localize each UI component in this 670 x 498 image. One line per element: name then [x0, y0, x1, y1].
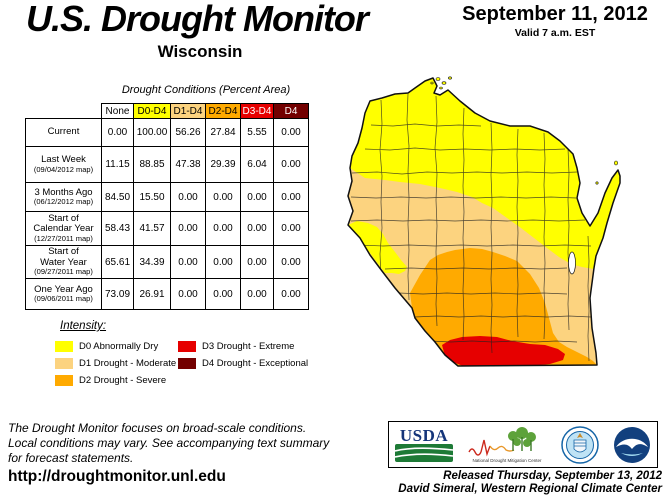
col-header-d0d4: D0-D4: [133, 103, 171, 119]
cell-value: 56.26: [170, 118, 206, 147]
wisconsin-map-svg: [347, 76, 621, 367]
cell-value: 88.85: [133, 146, 171, 183]
drought-conditions-table: None D0-D4 D1-D4 D2-D4 D3-D4 D4 Current …: [25, 103, 309, 310]
cell-value: 0.00: [273, 245, 309, 279]
ndmc-logo: National Drought Mitigation Center: [467, 426, 547, 463]
drought-monitor-url: http://droughtmonitor.unl.edu: [8, 468, 226, 485]
d3-region: [442, 336, 565, 366]
cell-value: 0.00: [273, 278, 309, 310]
cell-value: 0.00: [240, 211, 274, 246]
cell-value: 65.61: [101, 245, 134, 279]
cell-value: 0.00: [273, 146, 309, 183]
cell-value: 0.00: [273, 118, 309, 147]
legend-item-d0: D0 Abnormally Dry: [55, 338, 176, 355]
cell-value: 84.50: [101, 182, 134, 212]
row-label: Start of Calendar Year (12/27/2011 map): [25, 211, 102, 246]
disclaimer-text: The Drought Monitor focuses on broad-sca…: [8, 421, 330, 465]
table-row: One Year Ago (09/06/2011 map) 73.09 26.9…: [25, 278, 309, 310]
cell-value: 29.39: [205, 146, 241, 183]
cell-value: 0.00: [205, 278, 241, 310]
cell-value: 0.00: [240, 245, 274, 279]
usda-logo: USDA: [395, 427, 453, 462]
cell-value: 0.00: [101, 118, 134, 147]
cell-value: 41.57: [133, 211, 171, 246]
table-row: Last Week (09/04/2012 map) 11.15 88.85 4…: [25, 146, 309, 183]
release-info: Released Thursday, September 13, 2012 Da…: [398, 470, 662, 495]
date-block: September 11, 2012 Valid 7 a.m. EST: [448, 3, 662, 39]
map-date: September 11, 2012: [462, 3, 648, 25]
cell-value: 6.04: [240, 146, 274, 183]
d2-swatch: [55, 375, 73, 386]
col-header-d2d4: D2-D4: [205, 103, 241, 119]
noaa-logo: [614, 426, 650, 463]
cell-value: 27.84: [205, 118, 241, 147]
cell-value: 26.91: [133, 278, 171, 310]
state-name: Wisconsin: [157, 42, 243, 61]
cell-value: 0.00: [205, 182, 241, 212]
table-header-row: None D0-D4 D1-D4 D2-D4 D3-D4 D4: [25, 103, 309, 119]
legend-item-d4: D4 Drought - Exceptional: [178, 355, 308, 372]
cell-value: 5.55: [240, 118, 274, 147]
cell-value: 0.00: [205, 211, 241, 246]
legend-item-d1: D1 Drought - Moderate: [55, 355, 176, 372]
page-title: U.S. Drought Monitor: [26, 0, 369, 39]
cell-value: 0.00: [240, 182, 274, 212]
row-label: Current: [25, 118, 102, 147]
d4-swatch: [178, 358, 196, 369]
agency-logo-box: USDA National Drought Mitigation: [388, 421, 658, 468]
table-corner-blank: [25, 103, 102, 119]
cell-value: 15.50: [133, 182, 171, 212]
cell-value: 0.00: [170, 182, 206, 212]
table-caption: Drought Conditions (Percent Area): [121, 84, 291, 96]
cell-value: 47.38: [170, 146, 206, 183]
cell-value: 34.39: [133, 245, 171, 279]
col-header-d4: D4: [273, 103, 309, 119]
legend-column-2: D3 Drought - Extreme D4 Drought - Except…: [178, 338, 308, 372]
legend-item-d2: D2 Drought - Severe: [55, 372, 176, 389]
d0-swatch: [55, 341, 73, 352]
commerce-seal: [561, 425, 599, 464]
cell-value: 11.15: [101, 146, 134, 183]
ndmc-graphic: [468, 427, 536, 457]
legend-title: Intensity:: [60, 320, 107, 332]
apostle-islands: [430, 76, 618, 185]
cell-value: 0.00: [170, 211, 206, 246]
table-row: Current 0.00 100.00 56.26 27.84 5.55 0.0…: [25, 118, 309, 147]
lake-winnebago: [568, 251, 576, 275]
row-label: Last Week (09/04/2012 map): [25, 146, 102, 183]
cell-value: 0.00: [170, 245, 206, 279]
row-label: Start of Water Year (09/27/2011 map): [25, 245, 102, 279]
wisconsin-drought-map: [335, 76, 667, 378]
d2-region: [410, 248, 597, 366]
d0-west-pocket: [348, 221, 407, 274]
cell-value: 0.00: [170, 278, 206, 310]
cell-value: 100.00: [133, 118, 171, 147]
legend-column-1: D0 Abnormally Dry D1 Drought - Moderate …: [55, 338, 176, 389]
col-header-none: None: [101, 103, 134, 119]
table-row: 3 Months Ago (06/12/2012 map) 84.50 15.5…: [25, 182, 309, 212]
d3-swatch: [178, 341, 196, 352]
legend-item-d3: D3 Drought - Extreme: [178, 338, 308, 355]
col-header-d1d4: D1-D4: [170, 103, 206, 119]
usda-field-graphic: [395, 444, 453, 462]
county-lines: [350, 93, 592, 362]
d1-swatch: [55, 358, 73, 369]
cell-value: 0.00: [273, 182, 309, 212]
cell-value: 0.00: [273, 211, 309, 246]
row-label: 3 Months Ago (06/12/2012 map): [25, 182, 102, 212]
cell-value: 0.00: [240, 278, 274, 310]
valid-time: Valid 7 a.m. EST: [514, 27, 596, 39]
col-header-d3d4: D3-D4: [240, 103, 274, 119]
table-row: Start of Calendar Year (12/27/2011 map) …: [25, 211, 309, 246]
row-label: One Year Ago (09/06/2011 map): [25, 278, 102, 310]
cell-value: 73.09: [101, 278, 134, 310]
cell-value: 58.43: [101, 211, 134, 246]
cell-value: 0.00: [205, 245, 241, 279]
state-outline: [347, 77, 621, 367]
table-row: Start of Water Year (09/27/2011 map) 65.…: [25, 245, 309, 279]
